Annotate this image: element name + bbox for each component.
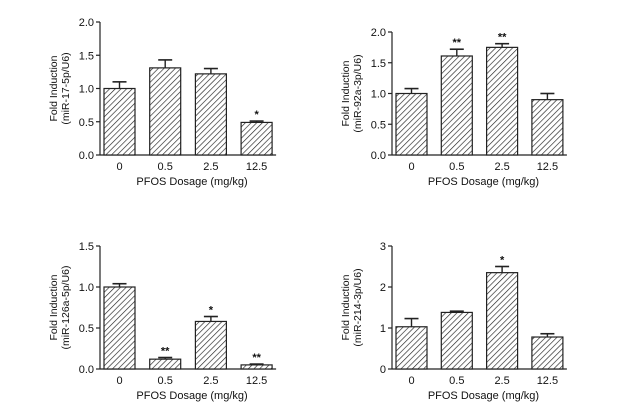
x-axis-label: PFOS Dosage (mg/kg) — [136, 176, 247, 188]
significance-marker: ** — [453, 37, 462, 49]
y-tick-label: 0.5 — [79, 117, 94, 129]
x-tick-label: 12.5 — [537, 161, 558, 173]
chart-panel-4: 0 1 2 3 0 0.5 * 2.5 12.5 PFOS Dosage (mg/kg) Fold … — [340, 241, 567, 402]
bar — [194, 320, 227, 370]
x-tick-label: 12.5 — [537, 375, 558, 387]
bar — [149, 67, 182, 156]
bar — [440, 55, 473, 156]
bar — [240, 121, 273, 156]
x-tick-label: 0 — [408, 375, 414, 387]
y-tick-label: 1.5 — [371, 58, 386, 70]
bar — [149, 358, 182, 370]
bar — [103, 87, 136, 156]
y-tick-label: 1.5 — [79, 241, 94, 253]
x-tick-label: 2.5 — [494, 161, 509, 173]
significance-marker: ** — [161, 346, 170, 358]
bar — [395, 92, 428, 156]
y-tick-label: 2.0 — [371, 27, 386, 39]
y-tick-label: 1.0 — [79, 84, 94, 96]
bar — [240, 364, 273, 370]
significance-marker: * — [254, 109, 259, 121]
bar — [194, 73, 227, 156]
bar — [440, 311, 473, 370]
significance-marker: ** — [498, 32, 507, 44]
bar — [486, 46, 519, 156]
chart-panel-3: 0.0 0.5 1.0 1.5 0 ** 0.5 * 2.5 ** 12.5 PFOS Dosage … — [48, 241, 277, 402]
y-tick-label: 2 — [380, 282, 386, 294]
bar — [486, 272, 519, 370]
y-tick-label: 1.0 — [79, 282, 94, 294]
x-tick-label: 0.5 — [449, 375, 464, 387]
x-tick-label: 0.5 — [449, 161, 464, 173]
bar — [103, 286, 136, 370]
y-tick-label: 0 — [380, 364, 386, 376]
y-tick-label: 0.5 — [79, 323, 94, 335]
x-tick-label: 0 — [408, 161, 414, 173]
y-axis-label-line2: (miR-92a-3p/U6) — [352, 54, 364, 132]
y-axis-label-line2: (miR-17-5p/U6) — [60, 52, 72, 124]
x-tick-label: 12.5 — [246, 161, 267, 173]
y-tick-label: 3 — [380, 241, 386, 253]
y-tick-label: 2.0 — [79, 17, 94, 29]
y-axis-label-line1: Fold Induction — [340, 60, 352, 126]
y-axis-label-line2: (miR-214-3p/U6) — [352, 268, 364, 346]
x-axis-label: PFOS Dosage (mg/kg) — [428, 176, 539, 188]
bar — [395, 326, 428, 370]
x-tick-label: 2.5 — [203, 161, 218, 173]
significance-marker: * — [209, 305, 214, 317]
bar — [531, 336, 564, 370]
y-tick-label: 0.5 — [371, 119, 386, 131]
significance-marker: ** — [252, 352, 261, 364]
x-tick-label: 2.5 — [494, 375, 509, 387]
x-tick-label: 0 — [116, 375, 122, 387]
y-tick-label: 1.0 — [371, 89, 386, 101]
x-tick-label: 0.5 — [158, 375, 173, 387]
y-tick-label: 0.0 — [79, 364, 94, 376]
x-tick-label: 0.5 — [158, 161, 173, 173]
bar — [531, 99, 564, 156]
y-tick-label: 0.0 — [79, 150, 94, 162]
x-tick-label: 12.5 — [246, 375, 267, 387]
x-tick-label: 0 — [116, 161, 122, 173]
y-tick-label: 1.5 — [79, 50, 94, 62]
y-tick-label: 1 — [380, 323, 386, 335]
y-tick-label: 0.0 — [371, 150, 386, 162]
chart-panel-1: 0.0 0.5 1.0 1.5 2.0 0 0.5 2.5 * 12.5 PFOS Dosage (… — [48, 17, 277, 188]
y-axis-label-line1: Fold Induction — [340, 274, 352, 340]
x-axis-label: PFOS Dosage (mg/kg) — [428, 390, 539, 402]
x-axis-label: PFOS Dosage (mg/kg) — [136, 390, 247, 402]
y-axis-label-line1: Fold Induction — [48, 55, 60, 121]
significance-marker: * — [500, 255, 505, 267]
x-tick-label: 2.5 — [203, 375, 218, 387]
chart-panel-2: 0.0 0.5 1.0 1.5 2.0 0 ** 0.5 ** 2.5 12.5 PFOS Dosag… — [340, 27, 567, 188]
y-axis-label-line2: (miR-126a-5p/U6) — [60, 265, 72, 349]
y-axis-label-line1: Fold Induction — [48, 274, 60, 340]
